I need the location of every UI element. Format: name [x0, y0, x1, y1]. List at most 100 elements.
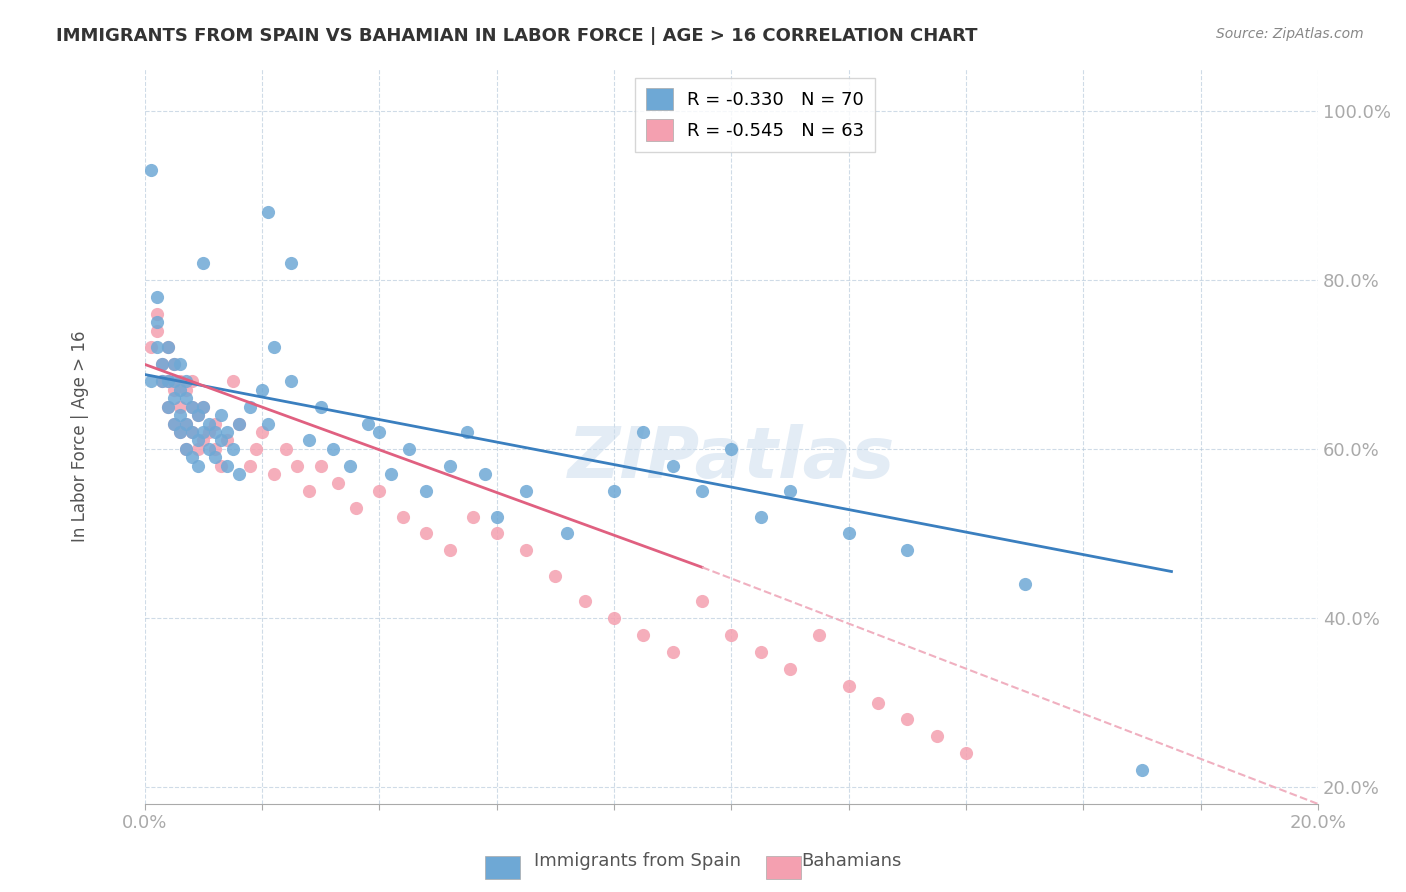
Point	[633, 425, 655, 439]
Point	[169, 374, 191, 388]
Point	[239, 400, 262, 414]
Point	[720, 442, 742, 456]
Point	[392, 509, 415, 524]
Point	[263, 341, 285, 355]
Text: Source: ZipAtlas.com: Source: ZipAtlas.com	[1216, 27, 1364, 41]
Point	[204, 450, 226, 465]
Point	[204, 442, 226, 456]
Point	[925, 730, 948, 744]
Point	[662, 458, 685, 473]
Point	[152, 374, 174, 388]
Point	[157, 400, 180, 414]
Point	[215, 425, 238, 439]
Point	[439, 543, 461, 558]
Point	[896, 543, 918, 558]
Point	[1014, 577, 1036, 591]
Point	[344, 501, 367, 516]
Point	[245, 442, 267, 456]
Point	[328, 475, 350, 490]
Point	[690, 484, 713, 499]
Point	[1130, 763, 1153, 777]
Point	[280, 256, 302, 270]
Point	[152, 374, 174, 388]
Point	[193, 400, 215, 414]
Point	[163, 417, 186, 431]
Point	[896, 713, 918, 727]
Point	[204, 425, 226, 439]
Point	[174, 417, 197, 431]
Point	[868, 696, 890, 710]
Point	[180, 400, 202, 414]
Point	[368, 425, 391, 439]
Point	[463, 509, 485, 524]
Point	[169, 408, 191, 422]
Point	[474, 467, 496, 482]
Point	[187, 434, 209, 448]
Point	[415, 526, 437, 541]
Point	[257, 205, 280, 219]
Text: IMMIGRANTS FROM SPAIN VS BAHAMIAN IN LABOR FORCE | AGE > 16 CORRELATION CHART: IMMIGRANTS FROM SPAIN VS BAHAMIAN IN LAB…	[56, 27, 977, 45]
Point	[163, 374, 186, 388]
Point	[274, 442, 297, 456]
Point	[222, 374, 245, 388]
Point	[139, 341, 162, 355]
Point	[174, 374, 197, 388]
Point	[152, 358, 174, 372]
Point	[157, 400, 180, 414]
Text: Bahamians: Bahamians	[801, 852, 901, 870]
Point	[720, 628, 742, 642]
Point	[439, 458, 461, 473]
Point	[145, 341, 167, 355]
Point	[180, 450, 202, 465]
Point	[169, 383, 191, 397]
Point	[193, 400, 215, 414]
Point	[180, 425, 202, 439]
Point	[749, 509, 772, 524]
Point	[174, 417, 197, 431]
Point	[174, 442, 197, 456]
Point	[779, 484, 801, 499]
Point	[239, 458, 262, 473]
Point	[145, 315, 167, 329]
Point	[209, 458, 232, 473]
Point	[157, 374, 180, 388]
Point	[222, 442, 245, 456]
Point	[555, 526, 578, 541]
Point	[187, 442, 209, 456]
Point	[309, 400, 332, 414]
Point	[157, 341, 180, 355]
Point	[174, 383, 197, 397]
Point	[187, 408, 209, 422]
Point	[257, 417, 280, 431]
Point	[485, 526, 508, 541]
Point	[174, 442, 197, 456]
Point	[250, 383, 273, 397]
Point	[169, 358, 191, 372]
Point	[690, 594, 713, 608]
Point	[139, 374, 162, 388]
Point	[163, 358, 186, 372]
Point	[198, 442, 221, 456]
Point	[228, 417, 250, 431]
Point	[749, 645, 772, 659]
Point	[193, 256, 215, 270]
Point	[309, 458, 332, 473]
Point	[280, 374, 302, 388]
Point	[145, 324, 167, 338]
Point	[145, 307, 167, 321]
Point	[574, 594, 596, 608]
Point	[250, 425, 273, 439]
Point	[298, 484, 321, 499]
Point	[193, 425, 215, 439]
Point	[228, 417, 250, 431]
Y-axis label: In Labor Force | Age > 16: In Labor Force | Age > 16	[72, 331, 89, 542]
Point	[339, 458, 361, 473]
Point	[298, 434, 321, 448]
Point	[285, 458, 308, 473]
Point	[163, 417, 186, 431]
Point	[169, 425, 191, 439]
Point	[485, 509, 508, 524]
Legend: R = -0.330   N = 70, R = -0.545   N = 63: R = -0.330 N = 70, R = -0.545 N = 63	[634, 78, 875, 153]
Point	[603, 484, 626, 499]
Point	[838, 679, 860, 693]
